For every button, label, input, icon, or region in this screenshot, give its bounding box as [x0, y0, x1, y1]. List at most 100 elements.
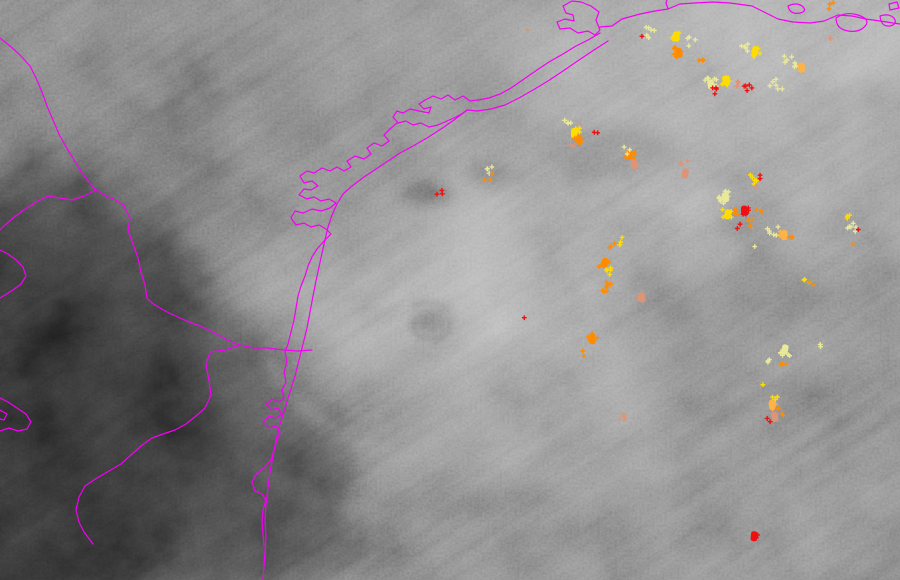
strike-plus-icon	[604, 283, 610, 288]
lightning-cluster	[719, 75, 732, 88]
strike-plus-icon	[755, 46, 761, 51]
boundary-coastal-island-3	[879, 14, 896, 27]
strike-plus-icon	[713, 86, 719, 92]
strike-plus-icon	[747, 172, 753, 178]
lightning-cluster	[677, 158, 690, 167]
strike-plus-icon	[700, 56, 706, 62]
strike-plus-icon	[773, 412, 779, 418]
boundary-galveston-bay	[556, 0, 601, 36]
strike-plus-icon	[617, 242, 623, 248]
strike-plus-icon	[484, 166, 490, 172]
lightning-cluster	[739, 41, 751, 54]
strike-plus-icon	[749, 174, 755, 180]
strike-plus-icon	[782, 59, 788, 65]
lightning-cluster	[671, 44, 684, 60]
strike-plus-icon	[757, 51, 763, 56]
strike-plus-icon	[749, 85, 755, 91]
strike-plus-icon	[757, 176, 763, 182]
strike-plus-icon	[521, 315, 527, 321]
lightning-cluster	[746, 217, 756, 229]
strike-plus-icon	[623, 155, 628, 160]
strike-plus-icon	[850, 241, 856, 247]
strike-plus-icon	[581, 353, 587, 359]
strike-plus-icon	[773, 417, 779, 423]
lightning-cluster	[603, 265, 614, 277]
strike-plus-icon	[638, 294, 644, 299]
strike-plus-icon	[612, 241, 617, 246]
strike-plus-icon	[604, 260, 609, 266]
strike-plus-icon	[629, 162, 634, 168]
lightning-cluster	[775, 405, 786, 418]
strike-plus-icon	[770, 399, 775, 405]
strike-plus-icon	[772, 401, 778, 407]
strike-plus-icon	[779, 86, 785, 92]
lightning-cluster	[720, 207, 734, 220]
strike-plus-icon	[773, 82, 779, 88]
strike-plus-icon	[732, 206, 738, 212]
strike-plus-icon	[580, 348, 586, 354]
lightning-cluster	[747, 172, 759, 187]
lightning-cluster	[765, 224, 781, 238]
strike-plus-icon	[770, 406, 775, 412]
lightning-cluster	[685, 34, 698, 49]
lightning-cluster	[617, 412, 628, 422]
lightning-cluster	[681, 168, 689, 179]
cloud-mass	[750, 327, 840, 383]
cloud-mass	[542, 122, 658, 178]
strike-plus-icon	[750, 217, 756, 222]
lightning-cluster	[798, 62, 806, 73]
lightning-cluster	[826, 0, 836, 12]
cloud-mass	[165, 315, 335, 580]
strike-plus-icon	[595, 130, 601, 136]
strike-plus-icon	[737, 221, 743, 227]
strike-plus-icon	[720, 207, 725, 212]
strike-plus-icon	[651, 28, 657, 33]
boundary-louisiana-coast	[599, 1, 900, 28]
strike-plus-icon	[728, 214, 734, 220]
cloud-mass	[548, 318, 628, 366]
lightning-cluster	[710, 85, 719, 97]
strike-plus-icon	[827, 1, 833, 7]
strike-plus-icon	[525, 27, 530, 33]
lightning-cluster	[787, 234, 795, 241]
strike-plus-icon	[571, 143, 577, 149]
lightning-cluster	[702, 75, 719, 90]
strike-plus-icon	[705, 76, 711, 81]
lightning-cluster	[817, 342, 823, 350]
strike-plus-icon	[770, 79, 776, 85]
strike-plus-icon	[751, 181, 757, 187]
strike-plus-icon	[607, 272, 613, 277]
boundary-barrier-island-upper	[466, 40, 609, 112]
boundary-barrier-island-mid	[342, 109, 468, 195]
strike-plus-icon	[568, 142, 574, 148]
strike-plus-icon	[731, 210, 737, 216]
strike-plus-icon	[725, 75, 731, 81]
strike-plus-icon	[710, 85, 716, 91]
strike-plus-icon	[760, 382, 766, 388]
lightning-cluster	[617, 234, 625, 248]
strike-plus-icon	[577, 121, 583, 127]
strike-plus-icon	[789, 234, 795, 240]
strike-plus-icon	[744, 88, 750, 94]
strike-plus-icon	[801, 277, 807, 283]
lightning-cluster	[639, 33, 645, 39]
strike-plus-icon	[678, 49, 684, 54]
boundary-texas-coast-upper	[469, 32, 601, 102]
lightning-cluster	[768, 399, 778, 412]
strike-plus-icon	[624, 151, 630, 157]
boundary-nueces-river-line	[146, 297, 313, 352]
strike-plus-icon	[677, 160, 683, 166]
strike-plus-icon	[807, 279, 812, 285]
strike-plus-icon	[585, 334, 591, 340]
strike-plus-icon	[632, 160, 638, 166]
lightning-cluster	[577, 121, 583, 127]
strike-plus-icon	[562, 117, 568, 123]
boundary-coastal-island-4	[888, 1, 900, 11]
strike-plus-icon	[618, 239, 624, 245]
strike-plus-icon	[811, 282, 816, 288]
strike-plus-icon	[735, 80, 741, 85]
lightning-cluster	[765, 357, 772, 365]
lightning-cluster	[607, 241, 617, 250]
strike-plus-icon	[846, 224, 852, 230]
